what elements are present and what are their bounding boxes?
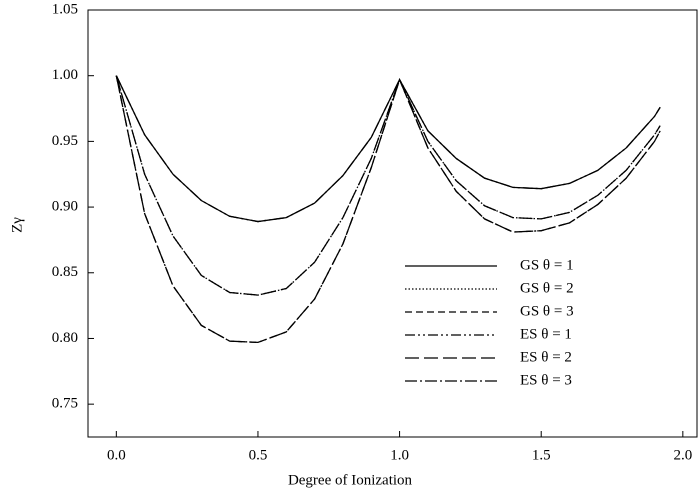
y-tick-label: 0.85: [52, 264, 78, 280]
x-tick-label: 0.5: [249, 447, 268, 463]
legend-label: ES θ = 2: [520, 349, 572, 365]
y-tick-label: 1.05: [52, 1, 78, 17]
legend-label: ES θ = 3: [520, 372, 572, 388]
x-tick-label: 1.0: [390, 447, 409, 463]
y-axis-label: Zγ: [9, 217, 25, 233]
legend-label: ES θ = 1: [520, 326, 572, 342]
y-tick-label: 0.75: [52, 396, 78, 412]
x-axis-label: Degree of Ionization: [288, 472, 413, 488]
y-tick-label: 0.90: [52, 199, 78, 215]
series-line: [115, 75, 661, 223]
plot-frame: [87, 9, 698, 438]
y-tick-label: 0.95: [52, 133, 78, 149]
series-line: [115, 75, 661, 344]
legend-label: GS θ = 2: [520, 280, 574, 296]
series-line: [115, 75, 661, 296]
series-line: [115, 75, 661, 296]
y-tick-label: 0.80: [52, 330, 78, 346]
x-tick-label: 2.0: [673, 447, 692, 463]
series-line: [115, 75, 661, 223]
x-tick-label: 0.0: [107, 447, 126, 463]
legend-label: GS θ = 1: [520, 257, 574, 273]
legend-label: GS θ = 3: [520, 303, 574, 319]
y-tick-label: 1.00: [52, 67, 78, 83]
x-tick-label: 1.5: [532, 447, 551, 463]
